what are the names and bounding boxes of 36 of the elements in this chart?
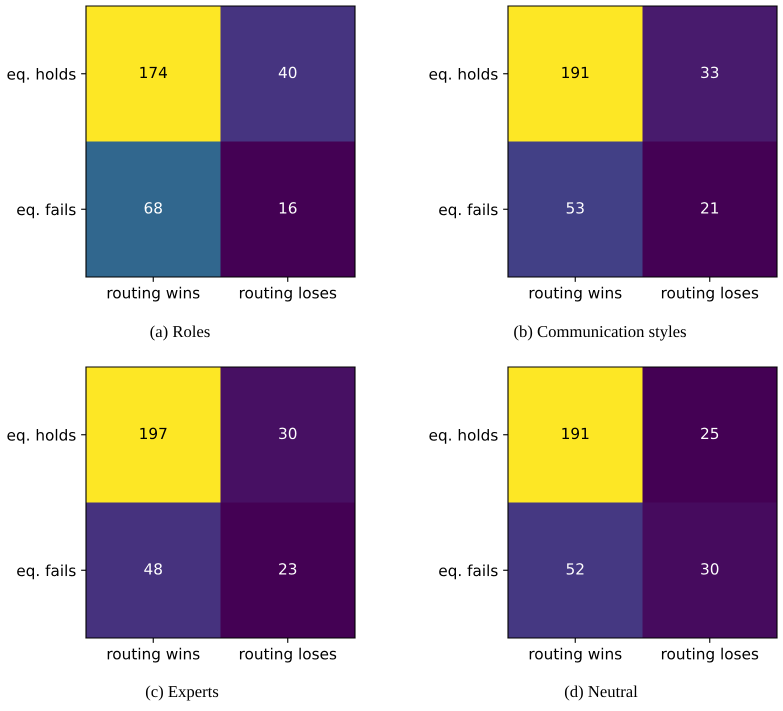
- y-tick-label: eq. holds: [7, 428, 76, 444]
- data-label: 25: [701, 428, 718, 440]
- y-tick-label: eq. holds: [429, 68, 498, 83]
- y-tick-label: eq. holds: [7, 68, 76, 83]
- x-tick-label: routing wins: [108, 648, 200, 663]
- data-label: 53: [566, 202, 584, 214]
- text: (b) Communication styles: [514, 325, 686, 341]
- data-label: 174: [140, 66, 167, 78]
- data-label: 52: [566, 563, 584, 575]
- data-label: 21: [701, 202, 718, 214]
- y-tick-label: eq. holds: [429, 428, 498, 444]
- x-tick-label: routing wins: [108, 286, 200, 302]
- x-tick-label: routing wins: [530, 648, 622, 663]
- y-tick-label: eq. fails: [439, 203, 498, 218]
- data-label: 48: [144, 563, 162, 575]
- data-label: 40: [278, 66, 296, 78]
- y-tick-label: eq. fails: [17, 203, 76, 218]
- x-tick-label: routing wins: [530, 286, 622, 302]
- text: (c) Experts: [146, 685, 218, 701]
- y-tick-label: eq. fails: [439, 564, 498, 580]
- data-label: 191: [562, 66, 588, 78]
- data-label: 197: [140, 428, 167, 440]
- text: (d) Neutral: [564, 685, 638, 701]
- data-label: 30: [279, 428, 296, 440]
- text: (a) Roles: [150, 325, 210, 341]
- data-label: 68: [144, 202, 162, 214]
- data-label: 33: [701, 66, 718, 78]
- data-label: 191: [562, 428, 588, 440]
- data-label: 30: [701, 563, 718, 575]
- x-tick-label: routing loses: [240, 286, 336, 302]
- data-label: 16: [280, 202, 297, 214]
- x-tick-label: routing loses: [662, 648, 758, 663]
- data-label: 23: [279, 563, 296, 575]
- y-tick-label: eq. fails: [17, 564, 76, 580]
- x-tick-label: routing loses: [662, 286, 758, 302]
- x-tick-label: routing loses: [240, 648, 336, 663]
